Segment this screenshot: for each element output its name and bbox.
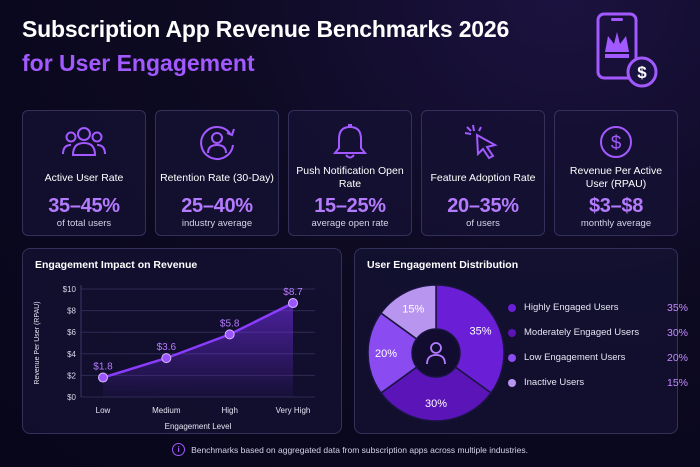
legend-swatch	[508, 329, 516, 337]
y-tick-label: $4	[67, 350, 76, 359]
metric-label: Revenue Per Active User (RPAU)	[569, 165, 663, 190]
legend-value: 30%	[666, 327, 688, 339]
legend-swatch	[508, 379, 516, 387]
data-point	[288, 298, 298, 309]
svg-text:$: $	[637, 63, 647, 82]
data-label: $8.7	[283, 287, 303, 298]
metric-value: 35–45%	[48, 195, 120, 217]
y-tick-label: $8	[67, 307, 76, 316]
data-point	[98, 372, 108, 383]
metric-label: Retention Rate (30-Day)	[160, 171, 274, 184]
slice-label: 35%	[470, 325, 492, 337]
legend-item: Low Engagement Users 20%	[508, 351, 688, 365]
y-tick-label: $10	[63, 285, 77, 294]
slice-label: 30%	[425, 398, 447, 410]
footer-note: i Benchmarks based on aggregated data fr…	[0, 443, 700, 456]
page-title: Subscription App Revenue Benchmarks 2026	[22, 16, 510, 42]
users-icon	[62, 127, 106, 156]
metric-card-push-open-rate: Push Notification Open Rate 15–25% avera…	[288, 110, 412, 236]
metric-value: 15–25%	[314, 195, 386, 217]
x-tick-label: Very High	[276, 406, 311, 415]
metric-card-feature-adoption: Feature Adoption Rate 20–35% of users	[421, 110, 545, 236]
data-label: $1.8	[93, 362, 113, 373]
page-subtitle: for User Engagement	[22, 50, 255, 76]
legend-swatch	[508, 354, 516, 362]
legend-label: Low Engagement Users	[524, 352, 626, 363]
legend-item: Moderately Engaged Users 30%	[508, 326, 688, 340]
metric-card-retention-rate: Retention Rate (30-Day) 25–40% industry …	[155, 110, 279, 236]
metric-card-active-user-rate: Active User Rate 35–45% of total users	[22, 110, 146, 236]
dollar-circle-icon: $	[600, 126, 632, 158]
metric-label: Active User Rate	[44, 171, 124, 184]
slice-label: 20%	[375, 348, 397, 360]
pie-chart-panel: User Engagement Distribution 35% 30% 20% 15…	[354, 248, 678, 434]
mobile-crown-dollar-icon: $	[596, 12, 658, 88]
series-line	[102, 301, 294, 379]
legend-item: Highly Engaged Users 35%	[508, 301, 688, 315]
legend-item: Inactive Users 15%	[508, 376, 688, 390]
metric-label: Push Notification Open Rate	[296, 165, 404, 190]
data-label: $3.6	[157, 342, 177, 353]
x-tick-label: Low	[96, 406, 111, 415]
footer-text: Benchmarks based on aggregated data from…	[191, 444, 528, 455]
info-icon: i	[172, 443, 186, 456]
bell-icon	[332, 124, 368, 159]
legend-label: Highly Engaged Users	[524, 302, 619, 313]
metric-sub: average open rate	[311, 218, 389, 229]
y-tick-label: $6	[67, 328, 76, 337]
line-chart-panel: Engagement Impact on Revenue $0 $2 $4 $6 $8 $…	[22, 248, 342, 434]
svg-text:$: $	[611, 133, 622, 154]
x-tick-label: High	[221, 406, 237, 415]
metric-sub: monthly average	[580, 218, 652, 229]
data-label: $5.8	[220, 318, 240, 329]
legend-swatch	[508, 304, 516, 312]
pie-slice	[379, 284, 437, 340]
y-tick-label: $0	[67, 393, 76, 402]
x-tick-label: Medium	[152, 406, 181, 415]
line-chart: $0 $2 $4 $6 $8 $10 $1.8 Low $3.6 Medium $5.8 High $8…	[34, 285, 315, 431]
metric-sub: of total users	[56, 218, 112, 229]
y-axis-label: Revenue Per User (RPAU)	[34, 301, 41, 384]
x-axis-label: Engagement Level	[165, 422, 232, 431]
pie-slice	[367, 311, 418, 395]
user-icon	[426, 342, 446, 365]
donut-chart: 35% 30% 20% 15%	[367, 284, 505, 422]
legend-value: 35%	[666, 302, 688, 314]
y-tick-label: $2	[67, 371, 76, 380]
legend-label: Moderately Engaged Users	[524, 327, 640, 338]
pie-chart-title: User Engagement Distribution	[367, 259, 519, 271]
pie-slice	[435, 284, 505, 395]
metric-sub: industry average	[181, 218, 253, 229]
data-point	[161, 353, 172, 364]
pie-slice	[379, 366, 493, 422]
data-point	[224, 329, 235, 340]
cursor-click-icon	[464, 124, 498, 160]
line-chart-title: Engagement Impact on Revenue	[35, 259, 198, 271]
metric-value: 25–40%	[181, 195, 253, 217]
slice-label: 15%	[402, 303, 424, 315]
metric-card-rpau: $ Revenue Per Active User (RPAU) $3–$8 m…	[554, 110, 678, 236]
metric-sub: of users	[466, 218, 500, 229]
legend-value: 20%	[666, 352, 688, 364]
metric-value: 20–35%	[447, 195, 519, 217]
user-refresh-icon	[200, 125, 235, 160]
metric-label: Feature Adoption Rate	[430, 171, 536, 184]
legend-value: 15%	[666, 377, 688, 389]
legend-label: Inactive Users	[524, 377, 585, 388]
metric-value: $3–$8	[588, 195, 644, 217]
